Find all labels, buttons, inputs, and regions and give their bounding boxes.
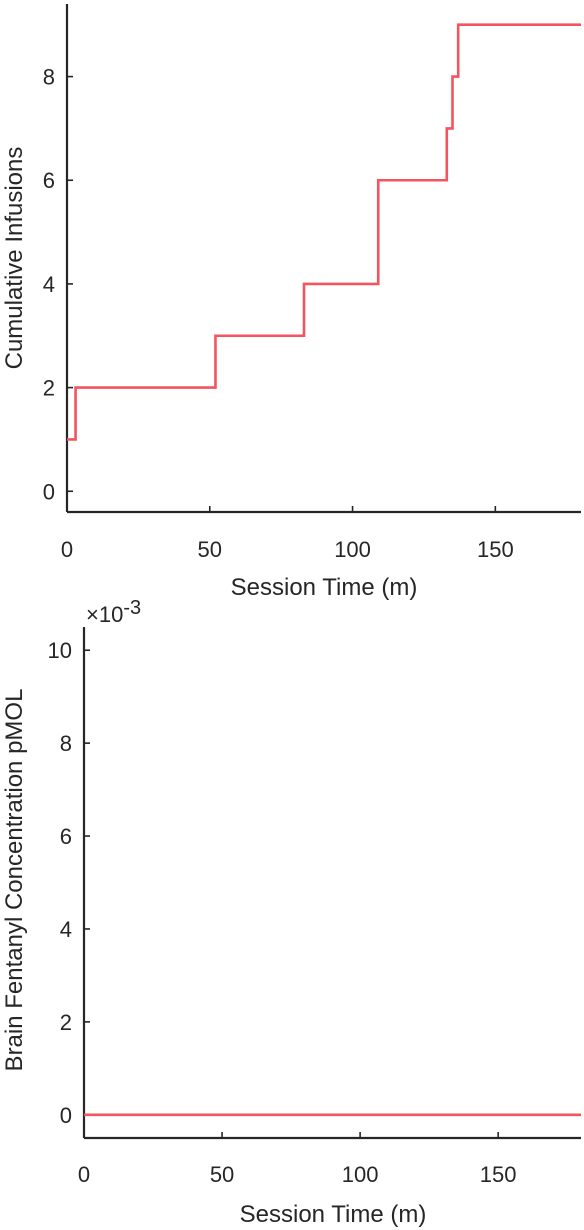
y-tick-label: 8 (43, 65, 55, 90)
y-tick-label: 6 (43, 168, 55, 193)
y-tick-label: 0 (60, 1103, 72, 1128)
x-axis-title: Session Time (m) (240, 1201, 427, 1228)
exponent-label: ×10-3 (86, 597, 141, 627)
x-axis-title: Session Time (m) (231, 574, 418, 601)
y-axis-title: Cumulative Infusions (1, 147, 28, 370)
y-tick-label: 10 (48, 638, 72, 663)
x-tick-label: 100 (342, 1162, 379, 1187)
series-group (67, 23, 581, 441)
cumulative-infusions-chart: 0 2 4 6 8 0 50 100 150 Session Time (m) Cumulat… (1, 4, 581, 601)
x-tick-label: 0 (61, 537, 73, 562)
y-tick-label: 0 (43, 479, 55, 504)
y-tick-label: 8 (60, 731, 72, 756)
y-tick-label: 2 (43, 376, 55, 401)
x-tick-label: 50 (198, 537, 222, 562)
x-tick-label: 150 (480, 1162, 517, 1187)
x-tick-label: 50 (210, 1162, 234, 1187)
exponent-power: -3 (123, 597, 141, 619)
brain-fentanyl-chart: 0 2 4 6 8 10 0 50 100 150 ×10-3 Session Time (m)… (1, 597, 581, 1228)
y-tick-label: 4 (43, 272, 55, 297)
x-ticks: 0 50 100 150 (61, 506, 514, 562)
x-tick-label: 0 (78, 1162, 90, 1187)
x-tick-label: 150 (477, 537, 514, 562)
x-ticks: 0 50 100 150 (78, 1132, 517, 1187)
y-tick-label: 6 (60, 824, 72, 849)
x-tick-label: 100 (334, 537, 371, 562)
y-axis-title: Brain Fentanyl Concentration pMOL (1, 689, 28, 1072)
y-ticks: 0 2 4 6 8 (43, 65, 73, 504)
y-ticks: 0 2 4 6 8 10 (48, 638, 90, 1128)
series-line (67, 23, 581, 441)
exponent-base: ×10 (86, 602, 123, 627)
y-tick-label: 2 (60, 1010, 72, 1035)
y-tick-label: 4 (60, 917, 72, 942)
